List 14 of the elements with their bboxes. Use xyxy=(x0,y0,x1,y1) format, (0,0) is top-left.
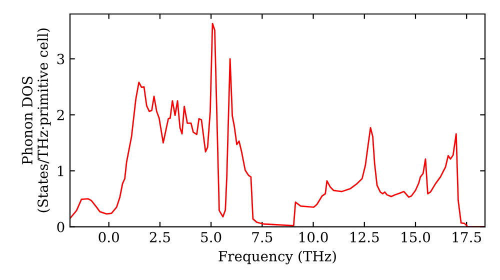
x-tick-label: 15.0 xyxy=(402,232,430,242)
y-tick-label: 3 xyxy=(57,54,64,64)
x-tick-label: 17.5 xyxy=(452,232,481,242)
y-tick-label: 0 xyxy=(57,222,64,232)
y-tick-label: 1 xyxy=(58,166,64,176)
x-tick-label: 5.0 xyxy=(201,232,222,242)
x-tick-label: 0.0 xyxy=(98,232,119,242)
x-tick-label: 7.5 xyxy=(252,232,272,242)
y-axis-title: Phonon DOS (States/THz·primitive cell) xyxy=(22,28,51,212)
x-axis-title: Frequency (THz) xyxy=(218,250,336,264)
x-tick-label: 2.5 xyxy=(150,232,170,242)
y-tick-label: 2 xyxy=(57,110,64,120)
x-tick-label: 12.5 xyxy=(350,232,379,242)
x-tick-label: 10.0 xyxy=(300,232,328,242)
